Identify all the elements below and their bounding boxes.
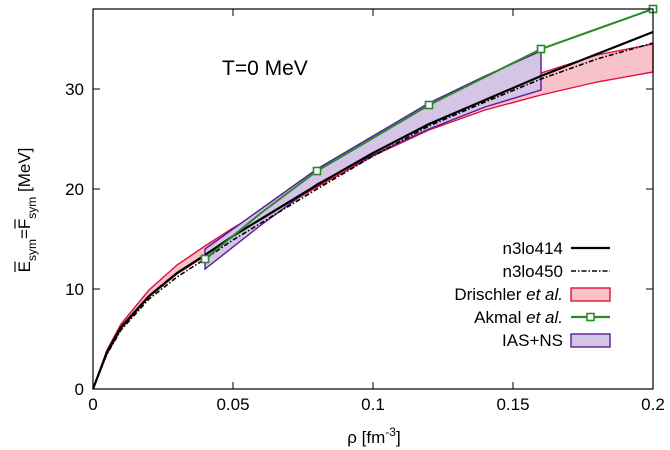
y-tick-labels: 0 10 20 30: [65, 80, 84, 399]
y-axis-label: Esym=Fsym [MeV]: [15, 148, 39, 273]
line-series-0: [91, 30, 654, 390]
marker-point: [312, 166, 322, 176]
y-tick-label: 10: [65, 280, 84, 299]
legend-label: IAS+NS: [502, 331, 563, 350]
legend-label: Akmal et al.: [474, 308, 563, 327]
y-axis-label-group: Esym=Fsym [MeV]: [14, 148, 39, 273]
line-series-3: [204, 8, 654, 260]
x-axis-label: ρ [fm-3]: [347, 425, 400, 447]
markers-layer: [200, 4, 658, 264]
legend-label: n3lo450: [502, 262, 563, 281]
lines-layer: [91, 8, 654, 390]
y-tick-label: 20: [65, 180, 84, 199]
legend-swatch: [570, 333, 611, 348]
x-tick-label: 0.2: [641, 395, 665, 414]
marker-point: [200, 254, 210, 264]
legend-marker: [586, 312, 595, 322]
x-tick-label: 0.1: [361, 395, 385, 414]
marker-point: [536, 44, 546, 54]
x-tick-labels: 0 0.05 0.1 0.15 0.2: [88, 395, 665, 414]
band-series-4: [204, 49, 542, 271]
annotation-temperature: T=0 MeV: [222, 57, 308, 80]
legend-swatch: [570, 287, 611, 302]
marker-point: [424, 100, 434, 110]
bands-layer: [92, 43, 654, 390]
line-series-1: [92, 42, 654, 390]
y-tick-label: 30: [65, 80, 84, 99]
legend-label: Drischler et al.: [454, 285, 563, 304]
legend-label: n3lo414: [502, 239, 563, 258]
legend: n3lo414 n3lo450 Drischler et al. Akmal et a…: [454, 239, 611, 350]
x-tick-label: 0: [88, 395, 97, 414]
y-tick-label: 0: [75, 380, 84, 399]
x-tick-label: 0.05: [216, 395, 249, 414]
ticks-layer: [92, 9, 654, 390]
x-tick-label: 0.15: [496, 395, 529, 414]
band-series-2: [92, 43, 654, 390]
